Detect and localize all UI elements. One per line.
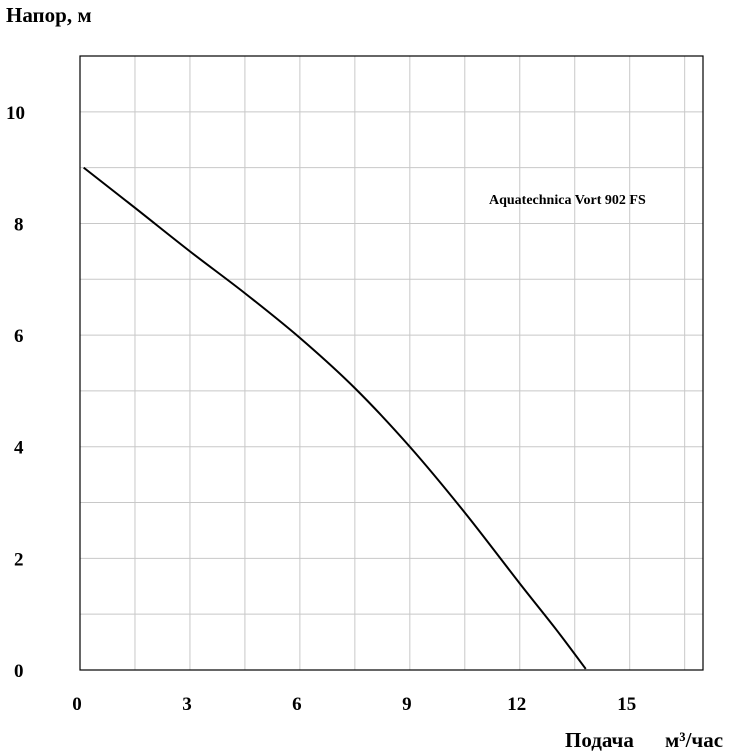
grid — [80, 56, 703, 670]
y-tick-label: 6 — [14, 326, 24, 347]
x-tick-label: 0 — [72, 694, 82, 715]
y-tick-labels: 0 2 4 6 8 10 — [6, 103, 25, 682]
x-tick-label: 15 — [617, 694, 636, 715]
x-tick-label: 3 — [182, 694, 192, 715]
series-line — [83, 166, 587, 670]
y-tick-label: 8 — [14, 214, 24, 235]
y-tick-label: 0 — [14, 661, 24, 682]
plot-frame — [79, 55, 704, 671]
series-label: Aquatechnica Vort 902 FS — [489, 193, 646, 208]
x-tick-labels: 0 3 6 9 12 15 — [72, 694, 636, 715]
x-axis-unit: м³/час — [665, 728, 723, 751]
x-tick-label: 9 — [402, 694, 412, 715]
y-axis-label: Напор, м — [6, 3, 92, 27]
x-axis-label: Подача — [565, 728, 634, 751]
y-tick-label: 2 — [14, 549, 24, 570]
y-tick-label: 10 — [6, 103, 25, 124]
x-tick-label: 6 — [292, 694, 302, 715]
x-tick-label: 12 — [507, 694, 526, 715]
y-tick-label: 4 — [14, 438, 24, 459]
